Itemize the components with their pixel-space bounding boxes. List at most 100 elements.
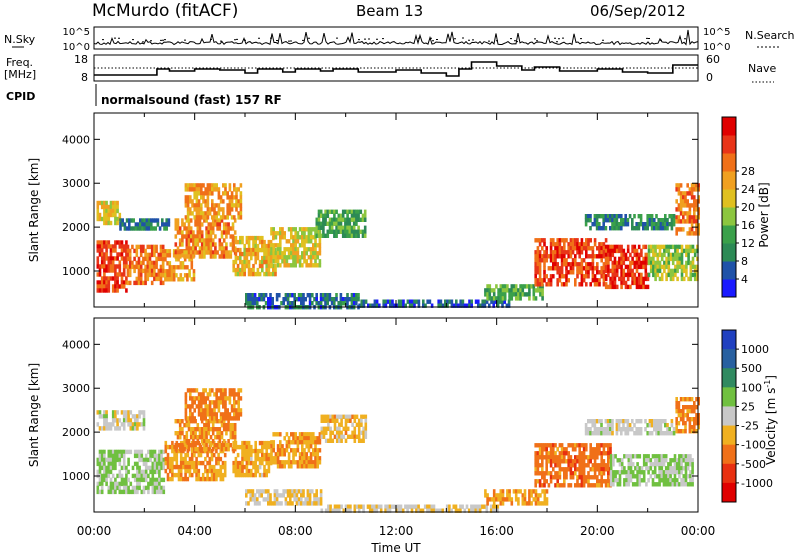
- velocity-cell: [338, 426, 341, 431]
- power-cell: [121, 222, 124, 227]
- power-cell: [541, 238, 544, 243]
- power-cell: [437, 299, 440, 304]
- velocity-cell: [574, 471, 577, 476]
- power-cell: [232, 239, 235, 245]
- velocity-cell: [136, 489, 139, 495]
- velocity-cell: [593, 451, 597, 456]
- power-cell: [314, 259, 317, 264]
- power-cell: [400, 299, 403, 304]
- power-cell: [591, 278, 595, 283]
- power-cell: [184, 215, 188, 220]
- velocity-cell: [499, 497, 503, 502]
- power-cell: [333, 233, 336, 238]
- velocity-cell: [580, 475, 584, 480]
- velocity-cell: [536, 443, 540, 448]
- velocity-cell: [222, 416, 225, 421]
- power-cell: [660, 256, 664, 262]
- power-cell: [192, 273, 196, 278]
- power-cell: [682, 248, 686, 254]
- power-cell: [254, 239, 257, 245]
- velocity-cell: [173, 464, 176, 470]
- x-tick-label: 08:00: [278, 524, 313, 538]
- power-cell: [675, 207, 678, 212]
- velocity-cell: [508, 497, 511, 502]
- velocity-cell: [105, 414, 108, 419]
- velocity-cell: [585, 443, 588, 448]
- power-cell: [154, 218, 157, 223]
- power-cell: [105, 256, 108, 261]
- power-cell: [578, 242, 581, 247]
- power-cell: [682, 191, 685, 196]
- velocity-cell: [638, 466, 642, 471]
- power-cell: [170, 269, 174, 274]
- power-cell: [198, 238, 202, 243]
- power-cell: [142, 256, 145, 262]
- velocity-cell: [189, 416, 192, 421]
- velocity-cell: [611, 431, 614, 436]
- power-cell: [270, 255, 273, 260]
- power-cell: [613, 244, 617, 250]
- velocity-cell: [565, 459, 568, 464]
- velocity-cell: [98, 410, 102, 415]
- power-cell: [677, 207, 681, 212]
- velocity-cell: [658, 474, 661, 479]
- velocity-cell: [164, 460, 168, 466]
- power-cell: [499, 284, 503, 289]
- velocity-cell: [344, 414, 348, 419]
- power-cell: [667, 272, 671, 278]
- power-cell: [411, 299, 414, 304]
- power-cell: [307, 239, 311, 244]
- power-cell: [155, 248, 158, 254]
- power-cell: [687, 252, 690, 258]
- velocity-cell: [684, 429, 687, 434]
- power-cell: [154, 226, 157, 231]
- velocity-cell: [250, 460, 253, 466]
- velocity-cell: [184, 464, 187, 470]
- power-cell: [267, 247, 271, 253]
- power-cell: [350, 233, 354, 238]
- velocity-cell: [355, 434, 359, 439]
- velocity-cell: [329, 426, 332, 431]
- power-cell: [556, 238, 559, 243]
- velocity-cell: [245, 444, 249, 450]
- velocity-cell: [646, 431, 649, 436]
- power-cell: [107, 276, 111, 281]
- velocity-cell: [211, 388, 214, 393]
- power-cell: [198, 234, 202, 239]
- colorbar-tick-label: -25: [741, 420, 759, 433]
- velocity-cell: [295, 501, 299, 506]
- power-cell: [267, 267, 271, 273]
- velocity-cell: [214, 427, 217, 432]
- velocity-cell: [560, 455, 564, 460]
- velocity-cell: [677, 405, 681, 410]
- velocity-cell: [298, 436, 302, 441]
- velocity-cell: [470, 504, 473, 509]
- velocity-cell: [598, 447, 601, 452]
- velocity-cell: [212, 476, 216, 482]
- velocity-cell: [149, 465, 152, 471]
- velocity-cell: [324, 426, 328, 431]
- power-cell: [235, 199, 238, 204]
- velocity-cell: [200, 396, 203, 401]
- power-cell: [631, 248, 634, 254]
- velocity-cell: [598, 427, 601, 432]
- velocity-cell: [508, 493, 511, 498]
- velocity-cell: [342, 434, 346, 439]
- velocity-cell: [653, 474, 657, 479]
- velocity-cell: [589, 459, 592, 464]
- power-cell: [229, 226, 233, 231]
- velocity-cell: [353, 418, 357, 423]
- power-cell: [243, 271, 246, 277]
- power-cell: [247, 235, 251, 241]
- velocity-cell: [501, 493, 505, 498]
- velocity-cell: [497, 493, 500, 498]
- power-cell: [326, 297, 329, 302]
- velocity-cell: [547, 471, 551, 476]
- power-cell: [611, 280, 615, 286]
- power-cell: [317, 213, 321, 218]
- velocity-cell: [136, 469, 139, 475]
- power-cell: [602, 218, 605, 223]
- power-cell: [669, 256, 673, 262]
